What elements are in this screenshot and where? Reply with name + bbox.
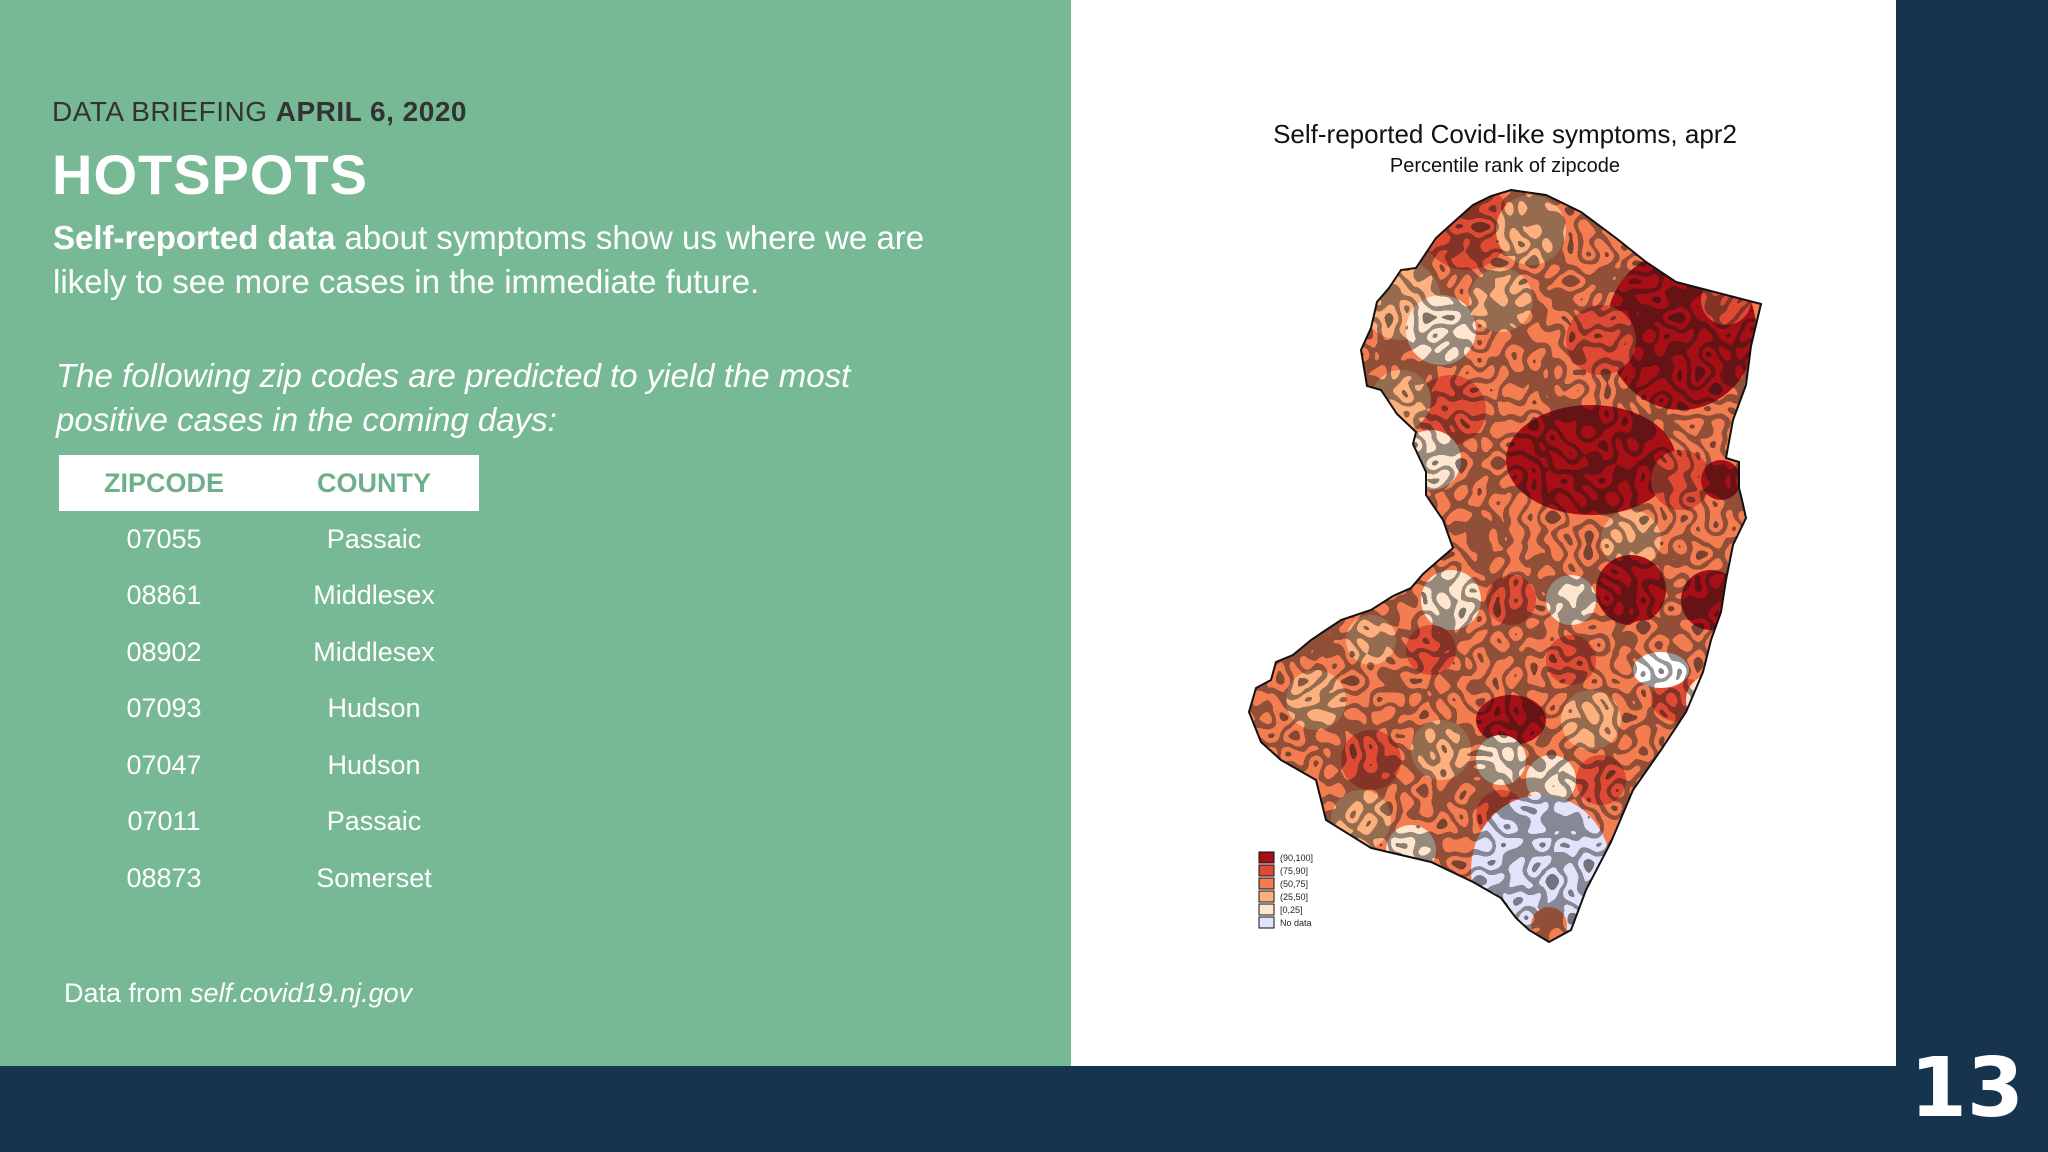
legend-swatch [1258, 864, 1275, 877]
legend-swatch [1258, 916, 1275, 929]
county-cell: Passaic [326, 806, 422, 837]
legend-label: (75,90] [1280, 866, 1308, 876]
zipcode-cell: 07011 [127, 806, 201, 837]
nj-map: Self-reported Covid-like symptoms, apr2 … [1248, 119, 1762, 943]
table-row: 07047 Hudson [59, 737, 479, 794]
table-header-row: ZIPCODE COUNTY [59, 455, 479, 511]
legend-label: [0,25] [1280, 905, 1303, 915]
right-band [1896, 0, 2048, 1066]
header-county: COUNTY [269, 455, 479, 511]
zipcode-table: ZIPCODE COUNTY 07055 Passaic 08861 Middles… [59, 455, 479, 907]
intro-rest: about symptoms show us where we are like… [53, 219, 925, 300]
legend-swatch [1258, 903, 1275, 916]
legend-label: No data [1280, 918, 1312, 928]
county-cell: Hudson [327, 749, 421, 780]
county-cell: Somerset [316, 862, 432, 893]
table-row: 07055 Passaic [59, 511, 479, 568]
page-number: 13 [1909, 1041, 2024, 1136]
county-cell: Passaic [326, 523, 422, 554]
legend-label: (90,100] [1280, 853, 1313, 863]
table-row: 07093 Hudson [59, 681, 479, 738]
bottom-band [0, 1066, 2048, 1152]
intro-bold: Self-reported data [53, 219, 336, 256]
source-link: self.covid19.nj.gov [190, 978, 413, 1008]
zipcode-regions [1249, 190, 1761, 942]
intro-text: Self-reported data about symptoms show u… [53, 216, 953, 304]
prediction-note: The following zip codes are predicted to… [56, 357, 851, 438]
legend-swatch [1258, 851, 1275, 864]
table-row: 08861 Middlesex [59, 568, 479, 625]
zip-boundaries [1249, 190, 1761, 942]
zipcode-cell: 07093 [126, 693, 202, 724]
briefing-line: DATA BRIEFING APRIL 6, 2020 [52, 96, 467, 128]
table-row: 08902 Middlesex [59, 624, 479, 681]
zipcode-cell: 08902 [126, 636, 202, 667]
zipcode-cell: 08873 [126, 862, 202, 893]
source-prefix: Data from [64, 978, 191, 1008]
header-zipcode: ZIPCODE [59, 455, 269, 511]
county-cell: Hudson [327, 693, 421, 724]
briefing-date: APRIL 6, 2020 [275, 96, 467, 127]
map-subtitle: Percentile rank of zipcode [1390, 155, 1620, 177]
map-legend: (90,100] (75,90] (50,75] (25,50] [0,25] … [1258, 851, 1313, 929]
zipcode-cell: 08861 [126, 580, 202, 611]
content-panel [0, 0, 1071, 1066]
briefing-label: DATA BRIEFING [52, 96, 268, 127]
zipcode-cell: 07055 [126, 523, 202, 554]
legend-label: (25,50] [1280, 892, 1308, 902]
map-title: Self-reported Covid-like symptoms, apr2 [1273, 119, 1737, 149]
zipcode-cell: 07047 [126, 749, 202, 780]
table-row: 07011 Passaic [59, 794, 479, 851]
page-title: HOTSPOTS [52, 143, 369, 206]
county-cell: Middlesex [313, 636, 435, 667]
county-cell: Middlesex [313, 580, 435, 611]
legend-swatch [1258, 877, 1275, 890]
legend-swatch [1258, 890, 1275, 903]
table-row: 08873 Somerset [59, 850, 479, 907]
legend-label: (50,75] [1280, 879, 1308, 889]
data-source: Data from self.covid19.nj.gov [64, 978, 412, 1009]
